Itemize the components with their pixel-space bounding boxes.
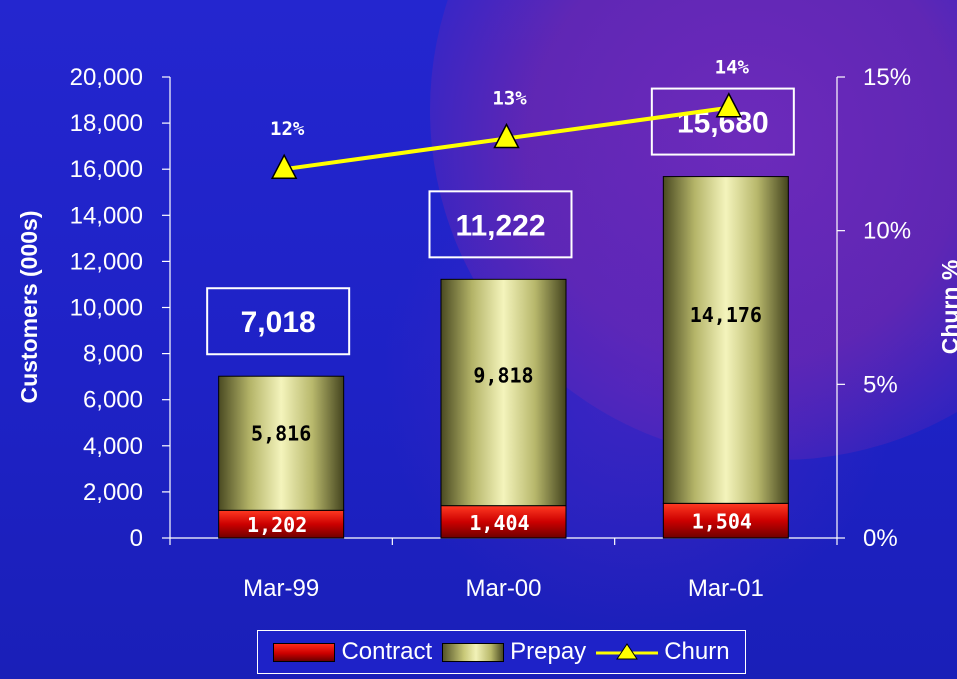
prepay-bar bbox=[440, 278, 567, 507]
total-value-label: 11,222 bbox=[455, 209, 545, 242]
x-tick-label: Mar-01 bbox=[688, 575, 764, 602]
contract-value-label: 1,504 bbox=[692, 510, 752, 534]
churn-point-triangle bbox=[270, 153, 298, 179]
contract-value-label: 1,404 bbox=[469, 511, 529, 535]
y-tick-label: 16,000 bbox=[70, 156, 143, 183]
contract-value-label: 1,202 bbox=[247, 513, 307, 537]
legend-item-contract: Contract bbox=[273, 638, 432, 666]
churn-value-label: 12% bbox=[270, 118, 305, 140]
legend-label-churn: Churn bbox=[664, 638, 730, 665]
churn-value-label: 13% bbox=[492, 87, 527, 109]
churn-value-label: 14% bbox=[715, 57, 750, 79]
y-tick-label: 14,000 bbox=[70, 202, 143, 229]
y2-axis-title: Churn % bbox=[937, 260, 957, 355]
y-axis-title: Customers (000s) bbox=[16, 210, 42, 403]
y-tick-label: 10,000 bbox=[70, 295, 143, 322]
total-value-label: 7,018 bbox=[241, 306, 316, 339]
total-label-box bbox=[650, 87, 795, 156]
y-tick-label: 0 bbox=[130, 525, 143, 552]
y-tick-label: 12,000 bbox=[70, 248, 143, 275]
y-tick-label: 6,000 bbox=[83, 387, 143, 414]
churn-line-triangle-icon bbox=[596, 643, 659, 660]
x-tick-label: Mar-00 bbox=[465, 575, 541, 602]
prepay-value-label: 5,816 bbox=[251, 422, 311, 446]
y-tick-label: 18,000 bbox=[70, 110, 143, 137]
total-label-box bbox=[428, 190, 573, 259]
y-tick-label: 2,000 bbox=[83, 479, 143, 506]
legend-label-contract: Contract bbox=[341, 638, 433, 665]
legend-label-prepay: Prepay bbox=[510, 638, 587, 665]
y-tick-label: 20,000 bbox=[70, 64, 143, 91]
chart-legend: Contract Prepay Churn bbox=[257, 630, 746, 674]
y2-tick-label: 0% bbox=[863, 525, 898, 552]
y-tick-label: 8,000 bbox=[83, 341, 143, 368]
prepay-bar bbox=[662, 176, 789, 504]
total-label-box bbox=[206, 287, 351, 356]
legend-item-prepay: Prepay bbox=[442, 638, 586, 666]
contract-bar bbox=[440, 505, 567, 539]
churn-point-triangle bbox=[715, 92, 743, 118]
prepay-value-label: 9,818 bbox=[473, 363, 533, 387]
x-tick-label: Mar-99 bbox=[243, 575, 319, 602]
contract-bar bbox=[218, 509, 345, 539]
y-tick-label: 4,000 bbox=[83, 433, 143, 460]
y2-tick-label: 15% bbox=[863, 64, 911, 91]
prepay-swatch-icon bbox=[442, 642, 505, 662]
legend-item-churn: Churn bbox=[596, 638, 730, 666]
prepay-bar bbox=[218, 375, 345, 511]
churn-point-triangle bbox=[493, 122, 520, 149]
customers-churn-chart: 0 2,000 4,000 6,000 8,000 10,000 12,000 14,000 1… bbox=[16, 57, 957, 602]
prepay-value-label: 14,176 bbox=[690, 303, 762, 327]
contract-swatch-icon bbox=[273, 642, 336, 662]
y2-tick-label: 10% bbox=[863, 218, 911, 245]
y2-tick-label: 5% bbox=[863, 371, 898, 398]
